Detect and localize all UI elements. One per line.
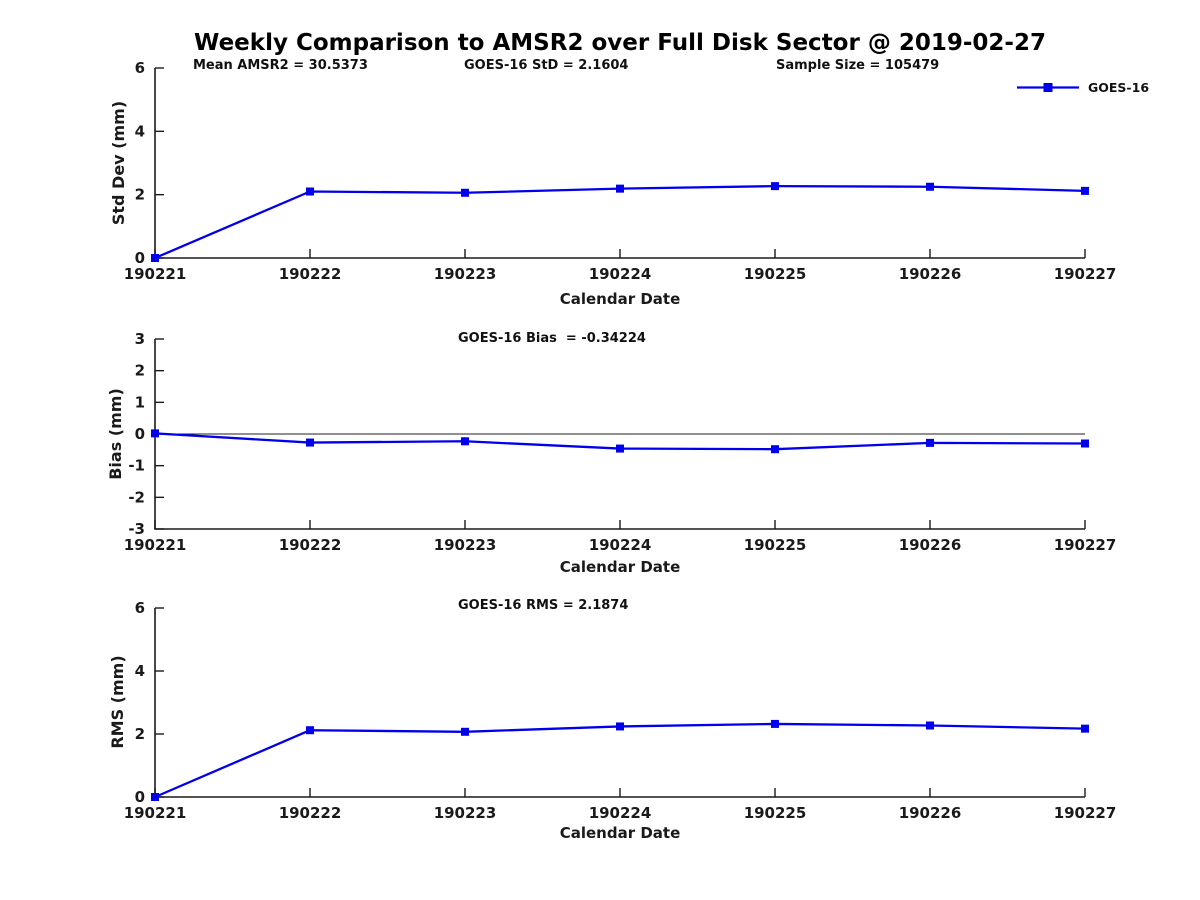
x-tick-label: 190225 xyxy=(744,265,807,283)
data-point-marker xyxy=(926,182,934,191)
data-point-marker xyxy=(306,726,314,735)
data-point-marker xyxy=(461,727,469,736)
x-tick-label: 190225 xyxy=(744,804,807,822)
data-point-marker xyxy=(461,188,469,197)
yaxis-label-rms: RMS (mm) xyxy=(108,655,127,749)
xaxis-label-stddev: Calendar Date xyxy=(559,290,681,308)
data-point-marker xyxy=(616,184,624,193)
y-tick-label: -3 xyxy=(128,520,145,538)
subplot-std-dev: 0 2 4 6 190221 190222 190223 190224 190225 190226… xyxy=(124,59,1117,283)
y-tick-label: 1 xyxy=(135,393,145,411)
y-tick-label: 6 xyxy=(135,59,145,77)
y-tick-label: 0 xyxy=(135,249,145,267)
data-point-marker xyxy=(306,438,314,447)
y-tick-label: 6 xyxy=(135,599,145,617)
data-point-marker xyxy=(1081,724,1089,733)
subplot-rms: 0 2 4 6 190221 190222 190223 190224 190225 190226… xyxy=(124,599,1117,822)
data-point-marker xyxy=(1081,439,1089,448)
data-point-marker xyxy=(616,722,624,731)
data-point-marker xyxy=(151,254,159,262)
stat-goes16-rms: GOES-16 RMS = 2.1874 xyxy=(458,598,629,613)
x-tick-label: 190226 xyxy=(899,804,962,822)
data-point-marker xyxy=(306,187,314,196)
legend-line-marker-icon xyxy=(1017,83,1079,92)
y-tick-label: 3 xyxy=(135,330,145,348)
data-point-marker xyxy=(151,793,159,801)
x-tick-label: 190222 xyxy=(279,265,342,283)
series-line-goes-16 xyxy=(154,184,1086,260)
xaxis-label-rms: Calendar Date xyxy=(559,824,681,842)
subplot-bias: -3 -2 -1 0 1 2 3 190221 190222 190223 190224 190225… xyxy=(124,330,1117,554)
data-point-marker xyxy=(461,437,469,446)
x-tick-label: 190223 xyxy=(434,804,497,822)
x-tick-label: 190226 xyxy=(899,265,962,283)
x-tick-label: 190224 xyxy=(589,265,652,283)
data-point-marker xyxy=(771,445,779,454)
x-tick-label: 190223 xyxy=(434,536,497,554)
series-line-goes-16 xyxy=(154,722,1086,799)
y-tick-label: 0 xyxy=(135,425,145,443)
x-tick-label: 190227 xyxy=(1054,536,1117,554)
x-tick-label: 190226 xyxy=(899,536,962,554)
stat-mean-amsr2: Mean AMSR2 = 30.5373 xyxy=(193,58,368,73)
data-point-marker xyxy=(1081,186,1089,195)
x-tick-label: 190225 xyxy=(744,536,807,554)
y-tick-label: 2 xyxy=(135,186,145,204)
y-tick-label: 0 xyxy=(135,788,145,806)
xaxis-label-bias: Calendar Date xyxy=(559,558,681,576)
figure-title: Weekly Comparison to AMSR2 over Full Dis… xyxy=(194,30,1046,56)
x-tick-label: 190227 xyxy=(1054,265,1117,283)
data-point-marker xyxy=(926,438,934,447)
stat-sample-size: Sample Size = 105479 xyxy=(776,58,940,73)
data-point-marker xyxy=(926,721,934,730)
x-tick-label: 190221 xyxy=(124,536,187,554)
y-tick-label: -1 xyxy=(128,457,145,475)
x-tick-label: 190221 xyxy=(124,265,187,283)
data-point-marker xyxy=(771,182,779,191)
x-tick-label: 190221 xyxy=(124,804,187,822)
x-tick-label: 190227 xyxy=(1054,804,1117,822)
stat-goes16-bias: GOES-16 Bias = -0.34224 xyxy=(458,331,646,346)
x-tick-label: 190224 xyxy=(589,536,652,554)
data-point-marker xyxy=(151,429,159,438)
y-tick-label: 4 xyxy=(135,122,145,140)
x-tick-label: 190222 xyxy=(279,804,342,822)
data-point-marker xyxy=(616,444,624,453)
yaxis-label-bias: Bias (mm) xyxy=(106,388,125,480)
x-tick-label: 190222 xyxy=(279,536,342,554)
yaxis-label-stddev: Std Dev (mm) xyxy=(109,100,128,226)
x-tick-label: 190223 xyxy=(434,265,497,283)
y-tick-label: 2 xyxy=(135,725,145,743)
data-point-marker xyxy=(771,719,779,728)
y-tick-label: 2 xyxy=(135,362,145,380)
legend: GOES-16 xyxy=(1017,80,1149,95)
legend-label: GOES-16 xyxy=(1088,80,1150,95)
y-tick-label: -2 xyxy=(128,488,145,506)
stat-goes16-std: GOES-16 StD = 2.1604 xyxy=(464,58,629,73)
y-tick-label: 4 xyxy=(135,662,145,680)
x-tick-label: 190224 xyxy=(589,804,652,822)
